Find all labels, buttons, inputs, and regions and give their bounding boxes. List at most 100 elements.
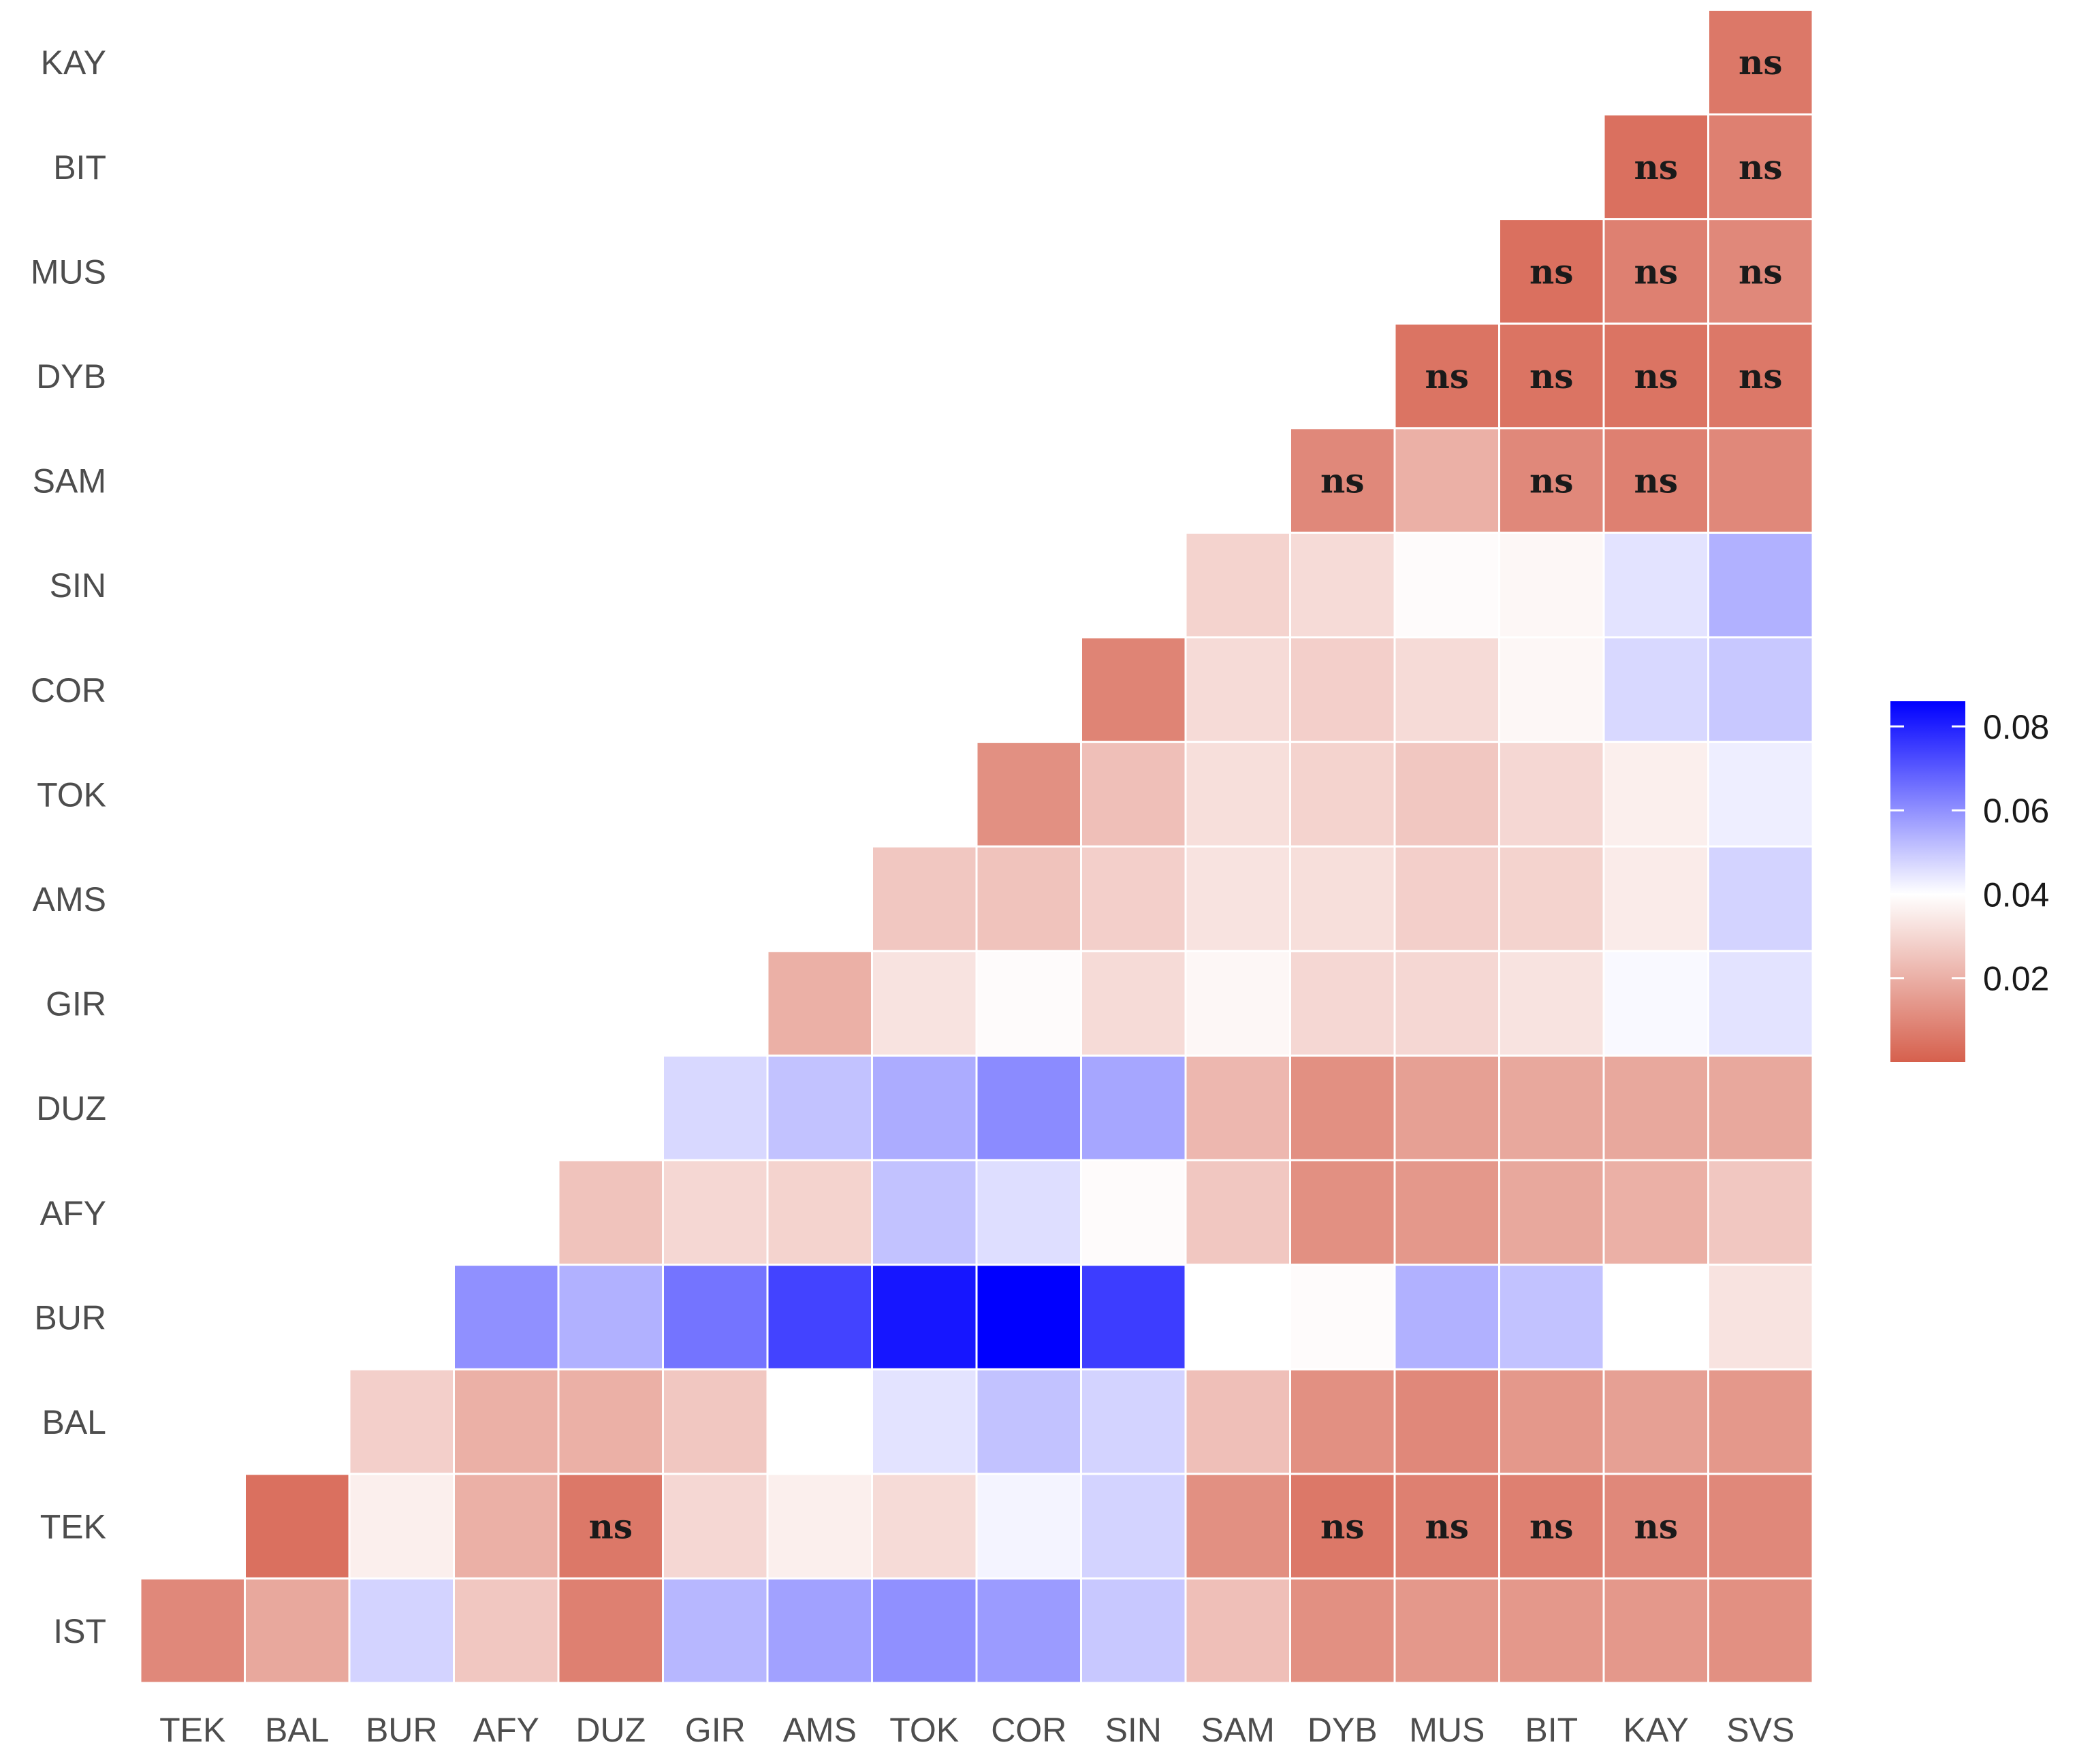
heatmap-cell-bur-dyb [1289,1264,1396,1370]
heatmap-cell-afy-sin [1080,1159,1187,1266]
heatmap-cell-bal-ams [766,1368,873,1475]
x-tick-label-ams: AMS [783,1711,857,1749]
heatmap-cell-bal-afy [453,1368,560,1475]
heatmap-cell-ist-duz [557,1577,664,1684]
heatmap-cell-bur-mus [1393,1264,1500,1370]
heatmap-cell-mus-svs [1707,218,1814,325]
legend-colorbar [1890,701,1965,1062]
x-tick-label-gir: GIR [685,1711,746,1749]
heatmap-cell-cor-mus [1393,636,1500,743]
heatmap-cell-dyb-svs [1707,322,1814,430]
heatmap-cell-tek-bit [1498,1473,1605,1579]
heatmap-cell-ist-ams [766,1577,873,1684]
heatmap-cell-tok-kay [1602,741,1709,848]
heatmap-cell-cor-svs [1707,636,1814,743]
heatmap-cell-bal-svs [1707,1368,1814,1475]
heatmap-cell-mus-bit [1498,218,1605,325]
heatmap-cell-sam-dyb [1289,427,1396,534]
heatmap-cell-cor-bit [1498,636,1605,743]
heatmap-cell-afy-mus [1393,1159,1500,1266]
heatmap-cell-afy-bit [1498,1159,1605,1266]
ns-label-sam-kay: ns [1634,461,1678,501]
ns-label-bit-svs: ns [1739,147,1783,187]
legend-tick-label: 0.06 [1983,792,2049,830]
x-tick-label-kay: KAY [1623,1711,1689,1749]
ns-label-dyb-svs: ns [1739,356,1783,396]
heatmap-cell-bit-kay [1602,113,1709,221]
x-tick-label-afy: AFY [473,1711,539,1749]
y-tick-label-bit: BIT [53,148,106,187]
heatmap-cell-tek-mus [1393,1473,1500,1579]
y-tick-label-afy: AFY [40,1194,106,1232]
heatmap-cell-tek-afy [453,1473,560,1579]
heatmap-cell-tek-sam [1184,1473,1291,1579]
y-tick-label-mus: MUS [31,253,106,291]
heatmap-cell-tek-bur [348,1473,455,1579]
heatmap-cell-gir-cor [975,950,1082,1057]
heatmap-cell-cor-sin [1080,636,1187,743]
heatmap-cell-ist-gir [662,1577,769,1684]
heatmap-cell-ams-kay [1602,845,1709,952]
heatmap-cell-gir-kay [1602,950,1709,1057]
heatmap-cell-bal-kay [1602,1368,1709,1475]
heatmap-cell-ist-kay [1602,1577,1709,1684]
heatmap-cell-gir-sin [1080,950,1187,1057]
x-tick-label-bal: BAL [265,1711,330,1749]
y-tick-label-tok: TOK [37,775,106,814]
ns-label-tek-dyb: ns [1320,1507,1365,1547]
heatmap-cell-gir-dyb [1289,950,1396,1057]
ns-label-kay-svs: ns [1739,42,1783,82]
heatmap-cell-duz-sam [1184,1054,1291,1161]
heatmap-cell-bur-gir [662,1264,769,1370]
heatmap-cell-tek-svs [1707,1473,1814,1579]
x-tick-label-cor: COR [991,1711,1066,1749]
heatmap-cell-gir-bit [1498,950,1605,1057]
heatmap-cell-gir-sam [1184,950,1291,1057]
heatmap-cell-afy-svs [1707,1159,1814,1266]
x-tick-label-tok: TOK [889,1711,959,1749]
heatmap-cell-bur-sin [1080,1264,1187,1370]
heatmap-cell-afy-duz [557,1159,664,1266]
heatmap-cell-ist-svs [1707,1577,1814,1684]
heatmap-cell-tok-sam [1184,741,1291,848]
heatmap-cells [139,8,1814,1684]
heatmap-cell-tok-cor [975,741,1082,848]
heatmap-cell-bal-duz [557,1368,664,1475]
x-tick-label-tek: TEK [159,1711,225,1749]
ns-label-tek-kay: ns [1634,1507,1678,1547]
heatmap-cell-tok-dyb [1289,741,1396,848]
heatmap-cell-ams-tok [871,845,978,952]
heatmap-cell-ams-svs [1707,845,1814,952]
ns-label-tek-duz: ns [588,1507,633,1547]
heatmap-cell-bal-gir [662,1368,769,1475]
heatmap-cell-dyb-mus [1393,322,1500,430]
significance-annotations: ns ns ns ns ns ns ns ns ns ns ns ns ns ns ns ns ns ns [588,42,1782,1546]
ns-label-mus-svs: ns [1739,251,1783,291]
heatmap-cell-ist-afy [453,1577,560,1684]
ns-label-sam-bit: ns [1529,461,1574,501]
y-tick-label-dyb: DYB [36,357,106,396]
heatmap-cell-ist-cor [975,1577,1082,1684]
x-axis-tick-labels: TEK BAL BUR AFY DUZ GIR AMS TOK COR SIN SAM DYB MUS B… [159,1711,1794,1749]
heatmap-cell-tok-svs [1707,741,1814,848]
heatmap-cell-cor-kay [1602,636,1709,743]
y-tick-label-sam: SAM [33,462,106,500]
heatmap-cell-duz-svs [1707,1054,1814,1161]
heatmap-cell-sin-sam [1184,531,1291,639]
heatmap-cell-tek-gir [662,1473,769,1579]
heatmap-cell-ist-tok [871,1577,978,1684]
heatmap-cell-bur-svs [1707,1264,1814,1370]
x-tick-label-dyb: DYB [1307,1711,1378,1749]
heatmap-cell-tek-sin [1080,1473,1187,1579]
heatmap-cell-ist-sam [1184,1577,1291,1684]
heatmap-cell-bur-ams [766,1264,873,1370]
x-tick-label-sam: SAM [1201,1711,1275,1749]
ns-label-bit-kay: ns [1634,147,1678,187]
heatmap-cell-bur-cor [975,1264,1082,1370]
y-tick-label-bal: BAL [42,1403,106,1441]
heatmap-cell-kay-svs [1707,8,1814,116]
y-tick-label-tek: TEK [40,1508,106,1546]
heatmap-cell-sin-kay [1602,531,1709,639]
heatmap-cell-sin-svs [1707,531,1814,639]
heatmap-cell-bal-sin [1080,1368,1187,1475]
